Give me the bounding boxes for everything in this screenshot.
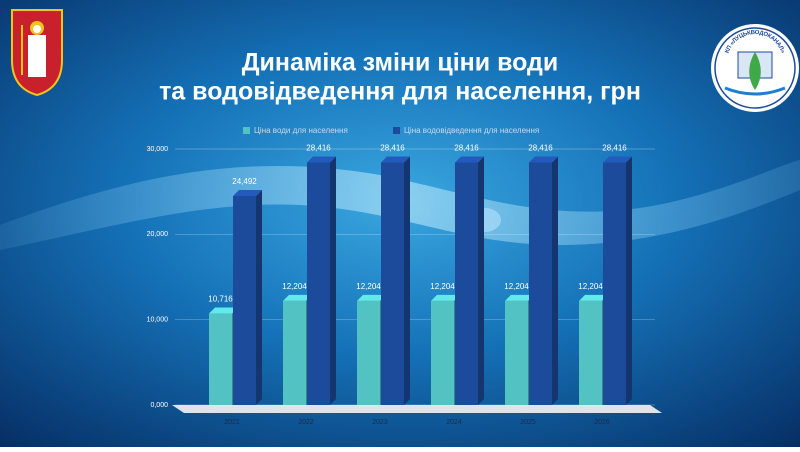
bar-top	[455, 156, 484, 163]
value-label: 28,416	[306, 144, 331, 153]
value-label: 12,204	[504, 282, 529, 291]
bar-side	[626, 156, 632, 405]
bar-side	[404, 156, 410, 405]
value-label: 28,416	[602, 144, 627, 153]
value-label: 12,204	[578, 282, 603, 291]
legend-swatch	[243, 127, 250, 134]
bar-top	[529, 156, 558, 163]
bar-top	[283, 294, 312, 301]
bar-top	[579, 294, 608, 301]
value-label: 28,416	[454, 144, 479, 153]
value-label: 12,204	[356, 282, 381, 291]
bar	[455, 162, 478, 405]
bar	[529, 162, 552, 405]
bar-top	[307, 156, 336, 163]
value-label: 28,416	[380, 144, 405, 153]
coat-of-arms	[11, 9, 63, 97]
value-label: 24,492	[232, 177, 257, 186]
bar-top	[381, 156, 410, 163]
plot-area: 0,000 10,000 20,000 30,000 Ціна води для нас…	[147, 126, 655, 426]
chart-subtitle: та водовідведення для населення, грн	[159, 78, 641, 106]
x-tick-label: 2021	[224, 419, 240, 426]
value-label: 28,416	[528, 144, 553, 153]
legend-label: Ціна водовідведення для населення	[404, 126, 539, 135]
bar-top	[233, 190, 262, 197]
company-logo: КП «ЛУЦЬКВОДОКАНАЛ»	[711, 24, 799, 112]
legend-label: Ціна води для населення	[254, 126, 348, 135]
bar-top	[209, 307, 238, 314]
y-tick-label: 0,000	[150, 402, 168, 409]
chart-floor	[172, 405, 662, 413]
bar	[283, 300, 306, 405]
x-tick-label: 2025	[520, 419, 536, 426]
bar-top	[431, 294, 460, 301]
x-tick-label: 2026	[594, 419, 610, 426]
bar	[431, 300, 454, 405]
bar-top	[505, 294, 534, 301]
y-tick-label: 10,000	[147, 317, 169, 324]
bar-side	[256, 190, 262, 405]
bar-top	[603, 156, 632, 163]
value-label: 12,204	[282, 282, 307, 291]
chart-title: Динаміка зміни ціни води	[242, 49, 559, 77]
x-tick-label: 2023	[372, 419, 388, 426]
bar-side	[330, 156, 336, 405]
bar-top	[357, 294, 386, 301]
bar	[307, 162, 330, 405]
value-label: 12,204	[430, 282, 455, 291]
x-tick-label: 2024	[446, 419, 462, 426]
bar	[233, 196, 256, 405]
bar	[209, 313, 232, 405]
bar	[381, 162, 404, 405]
x-tick-label: 2022	[298, 419, 314, 426]
bar	[505, 300, 528, 405]
legend-swatch	[393, 127, 400, 134]
bar-side	[552, 156, 558, 405]
bar	[579, 300, 602, 405]
bar	[357, 300, 380, 405]
bar-side	[478, 156, 484, 405]
value-label: 10,716	[208, 295, 233, 304]
bar	[603, 162, 626, 405]
y-tick-label: 30,000	[147, 146, 169, 153]
y-tick-label: 20,000	[147, 231, 169, 238]
